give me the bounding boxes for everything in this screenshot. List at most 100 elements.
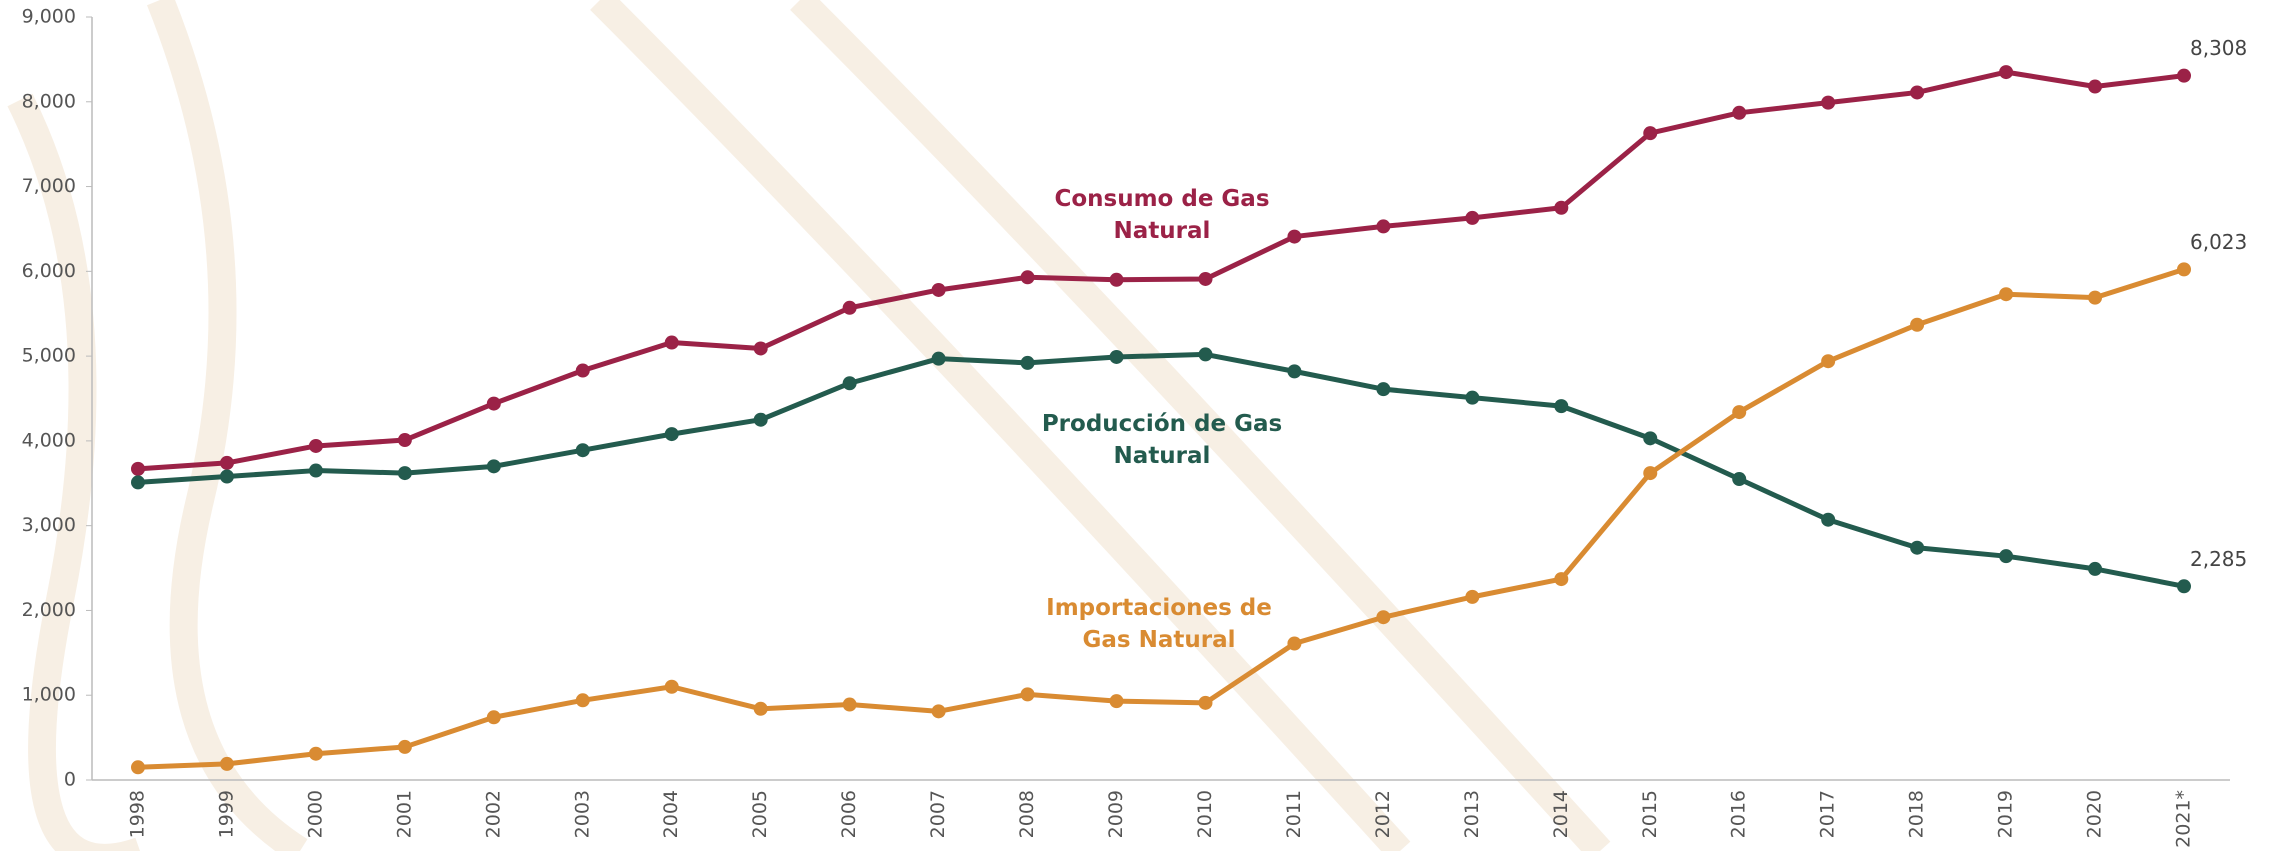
point [575, 363, 590, 378]
point [131, 475, 145, 490]
point [397, 433, 412, 448]
point [1465, 589, 1480, 604]
x-tick-label: 2012 [1372, 790, 1394, 838]
x-tick-label: 2013 [1461, 790, 1483, 838]
point [486, 396, 501, 411]
point [1109, 694, 1124, 709]
point [1554, 200, 1569, 215]
point [308, 746, 323, 761]
x-tick-label: 2011 [1283, 790, 1305, 838]
point [1287, 364, 1302, 379]
point [1910, 540, 1925, 555]
background-pattern [7, 0, 1611, 851]
x-tick-label: 2010 [1194, 790, 1216, 838]
point [1910, 85, 1925, 100]
series-label: Importaciones de Gas Natural [1046, 595, 1272, 653]
y-tick-label: 8,000 [22, 90, 76, 112]
x-tick-label: 2019 [1995, 790, 2017, 838]
x-tick-label: 2016 [1728, 790, 1750, 838]
point [2177, 579, 2191, 594]
x-tick-label: 2006 [838, 790, 860, 838]
point [753, 701, 768, 716]
point [486, 459, 501, 474]
series-label: Producción de Gas Natural [1041, 411, 1283, 469]
y-tick-label: 2,000 [22, 599, 76, 621]
point [2088, 79, 2103, 94]
point [1198, 271, 1213, 286]
point [1465, 390, 1480, 405]
point [397, 739, 412, 754]
point [1109, 272, 1124, 287]
y-tick-label: 4,000 [22, 429, 76, 451]
y-tick-label: 5,000 [22, 345, 76, 367]
series-label: Consumo de Gas Natural [1054, 186, 1270, 244]
point [1020, 270, 1035, 285]
point [1198, 347, 1213, 362]
point [664, 427, 679, 442]
x-tick-label: 2021* [2173, 790, 2195, 848]
value-label: 2,285 [2190, 547, 2247, 571]
point [1109, 349, 1124, 364]
point [1910, 317, 1925, 332]
x-tick-label: 2004 [660, 790, 682, 838]
series-line [137, 267, 2185, 770]
point [753, 341, 768, 356]
x-tick-label: 1998 [127, 790, 149, 838]
x-tick-label: 2005 [749, 790, 771, 838]
point [1999, 65, 2014, 80]
point [1554, 572, 1569, 587]
point [1554, 399, 1569, 414]
point [1020, 687, 1035, 702]
x-tick-label: 2009 [1105, 790, 1127, 838]
point [308, 438, 323, 453]
point [1376, 610, 1391, 625]
point [1821, 512, 1836, 527]
point [931, 351, 946, 366]
point [1287, 229, 1302, 244]
y-tick-label: 6,000 [22, 260, 76, 282]
point [1020, 355, 1035, 370]
point [1465, 210, 1480, 225]
point [219, 756, 234, 771]
point [664, 335, 679, 350]
point [842, 697, 857, 712]
point [1821, 354, 1836, 369]
x-tick-label: 2002 [482, 790, 504, 838]
point [397, 466, 412, 481]
y-tick-label: 1,000 [22, 684, 76, 706]
point [219, 469, 234, 484]
x-tick-label: 2000 [304, 790, 326, 838]
point [842, 376, 857, 391]
point [2177, 68, 2191, 83]
x-tick-label: 1999 [215, 790, 237, 838]
y-tick-label: 0 [64, 769, 76, 791]
point [931, 282, 946, 297]
point [575, 693, 590, 708]
y-tick-label: 9,000 [22, 6, 76, 28]
x-tick-label: 2007 [927, 790, 949, 838]
point [931, 704, 946, 719]
point [1287, 636, 1302, 651]
point [131, 461, 145, 476]
point [575, 443, 590, 458]
point [1999, 287, 2014, 302]
x-tick-label: 2020 [2084, 790, 2106, 838]
series-line [137, 351, 2185, 589]
value-label: 6,023 [2190, 230, 2247, 254]
point [1643, 431, 1658, 446]
point [664, 679, 679, 694]
point [1376, 219, 1391, 234]
point [753, 412, 768, 427]
point [842, 300, 857, 315]
point [2088, 561, 2103, 576]
x-tick-label: 2003 [571, 790, 593, 838]
x-tick-label: 2008 [1016, 790, 1038, 838]
point [1732, 405, 1747, 420]
point [1732, 105, 1747, 120]
y-tick-label: 7,000 [22, 175, 76, 197]
x-tick-label: 2015 [1639, 790, 1661, 838]
y-tick-label: 3,000 [22, 514, 76, 536]
series-line [137, 69, 2185, 472]
point [308, 463, 323, 478]
